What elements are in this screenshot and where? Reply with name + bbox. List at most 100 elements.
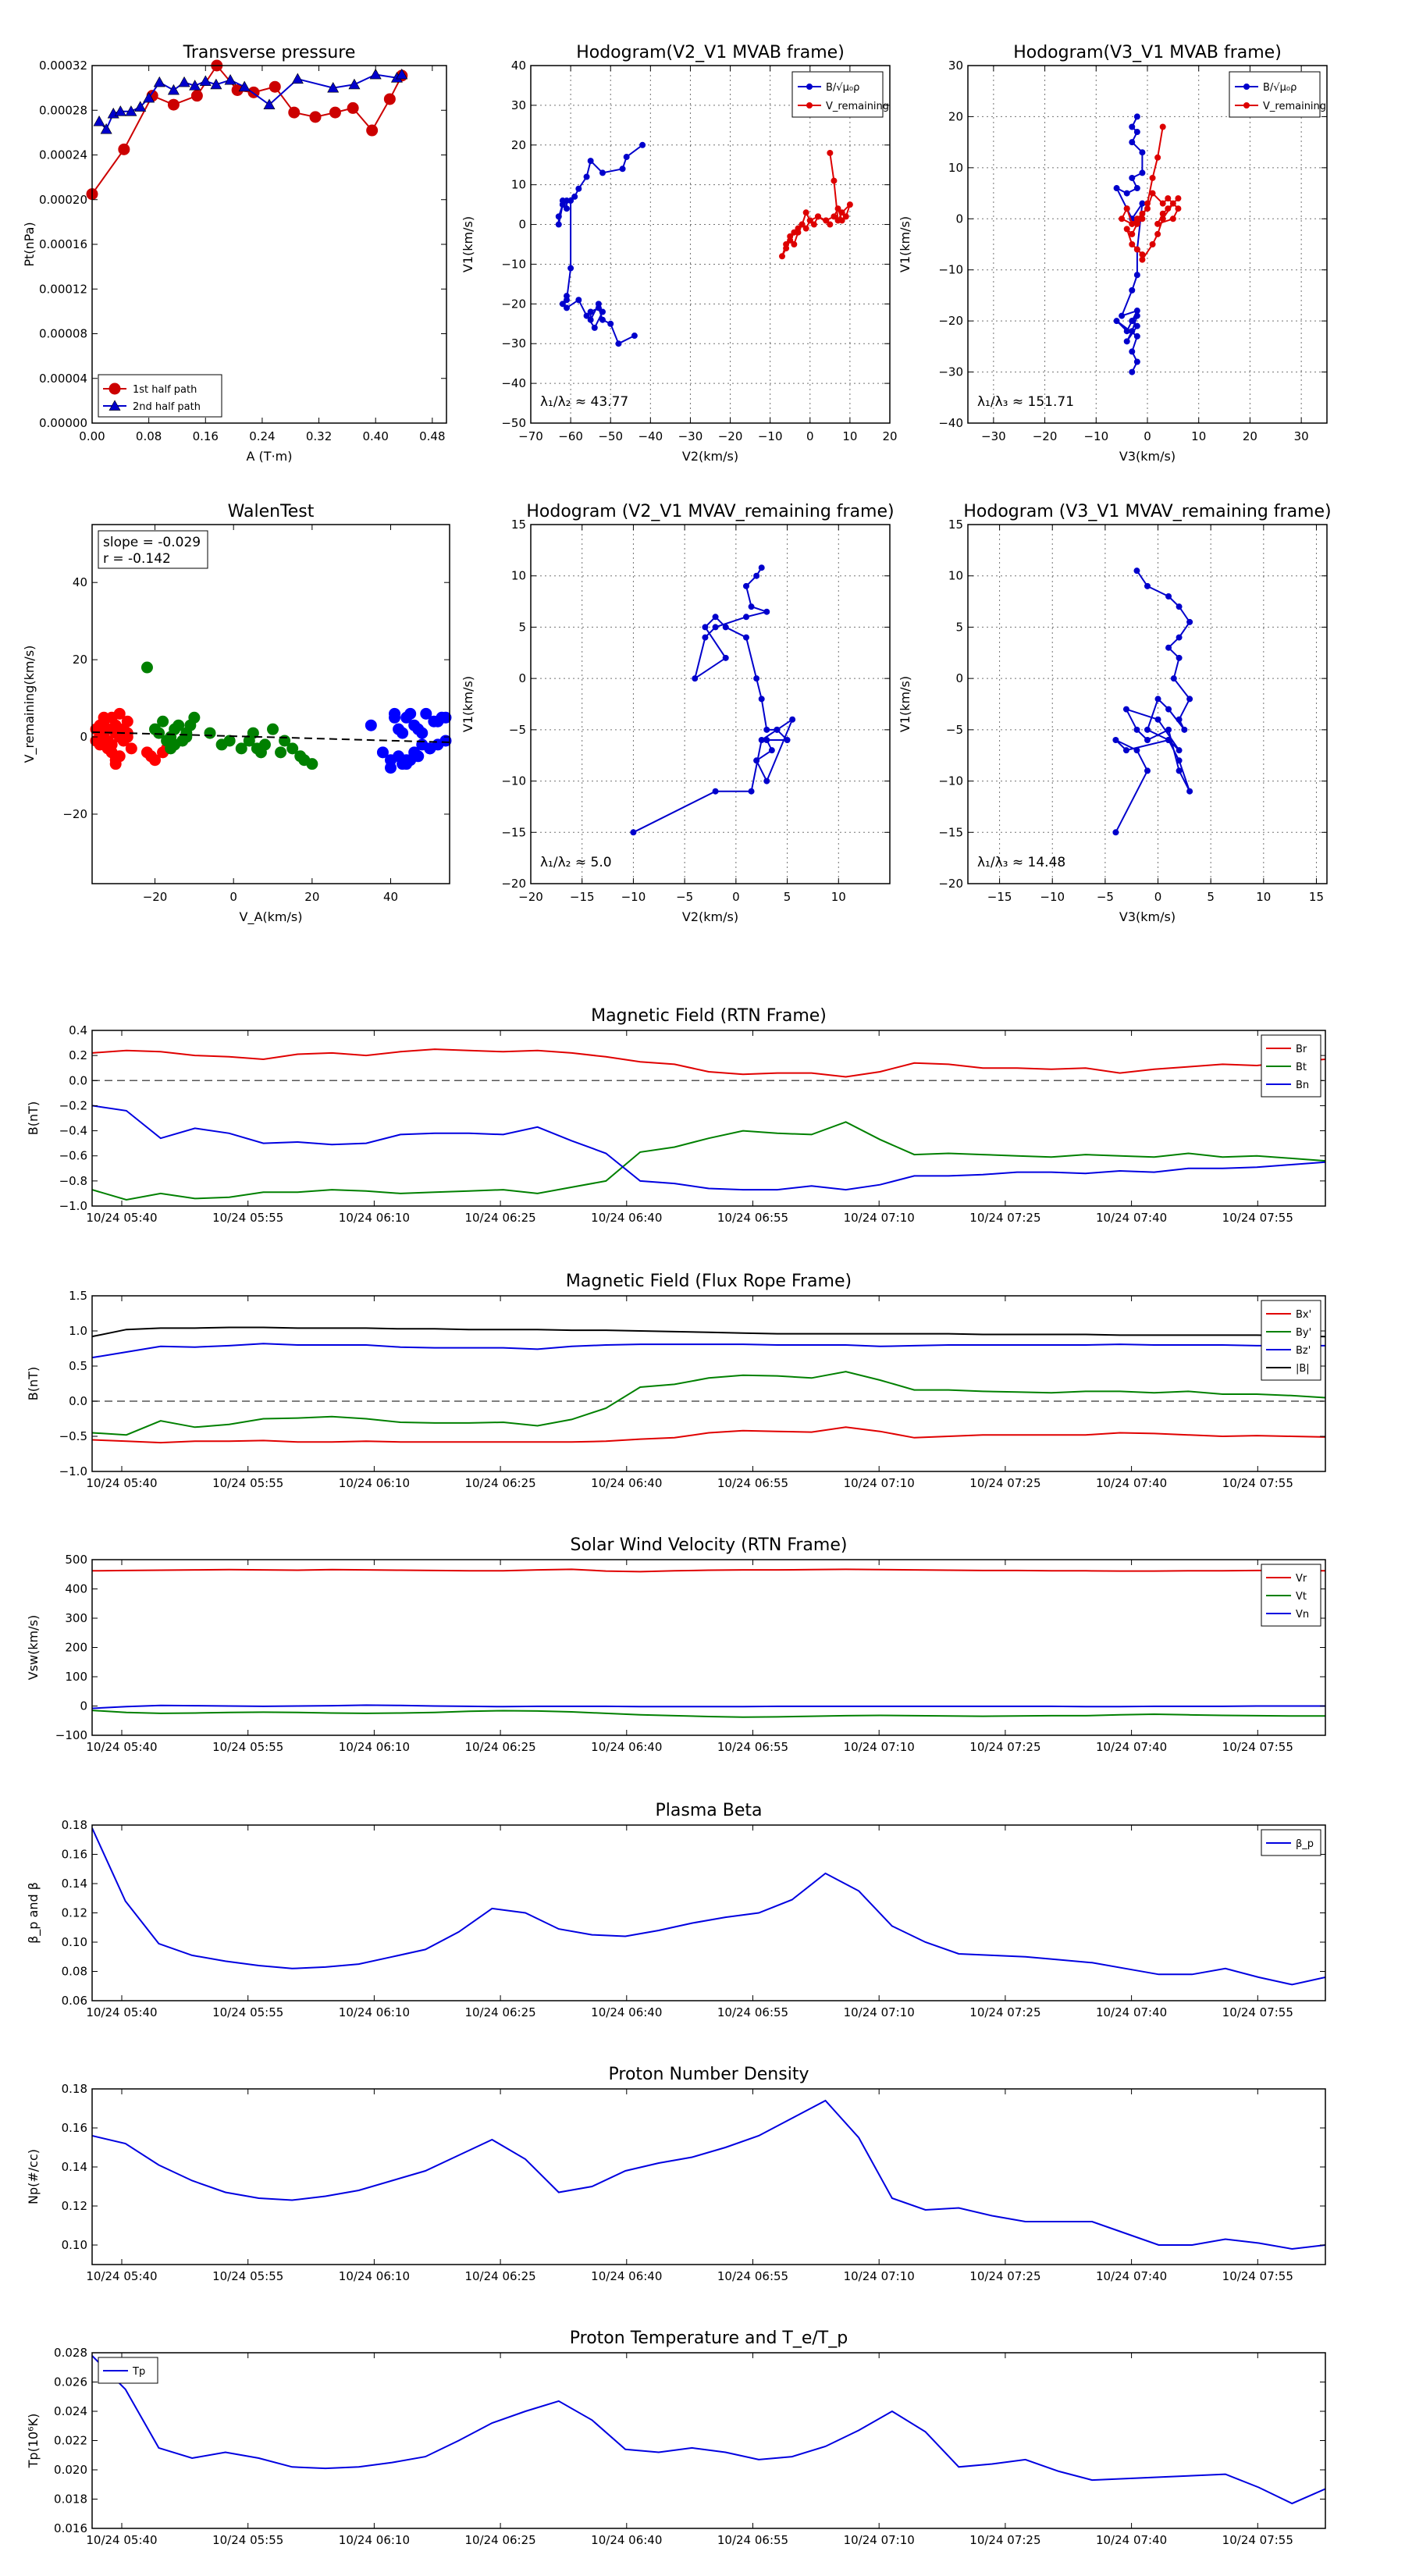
x-axis-label: V_A(km/s) bbox=[240, 909, 303, 925]
x-tick-label: 40 bbox=[383, 890, 398, 904]
hodogram-point bbox=[1176, 767, 1183, 774]
legend-marker bbox=[806, 102, 813, 109]
x-tick-label: 10 bbox=[842, 429, 857, 443]
hodogram-point bbox=[1133, 322, 1140, 329]
walen-point bbox=[121, 731, 133, 743]
walen-point bbox=[90, 735, 102, 747]
hodogram-point bbox=[599, 308, 606, 315]
chart-h3: −20 −15 −10 −5 0 5 10 −20 −15 −10 −5 0 5 10 15Hodogram… bbox=[461, 502, 895, 924]
hodogram-point bbox=[758, 564, 765, 571]
y-tick-label: 15 bbox=[948, 518, 963, 532]
hodogram-point bbox=[1129, 368, 1136, 375]
walen-point bbox=[101, 742, 114, 755]
x-tick-label: 10/24 07:10 bbox=[844, 1211, 915, 1225]
walen-point bbox=[397, 727, 409, 739]
y-tick-label: 0.14 bbox=[62, 1877, 87, 1891]
x-tick-label: 10/24 06:25 bbox=[464, 1476, 535, 1490]
walen-point bbox=[204, 727, 216, 739]
axes-frame bbox=[91, 1295, 1326, 1472]
x-tick-label: 10/24 06:10 bbox=[339, 1740, 410, 1754]
y-tick-label: −5 bbox=[946, 723, 963, 737]
pressure-point bbox=[263, 98, 276, 109]
hodogram-point bbox=[567, 197, 574, 205]
legend-label: Vn bbox=[1296, 1609, 1309, 1621]
legend-marker bbox=[806, 84, 813, 90]
y-tick-label: −0.4 bbox=[59, 1124, 87, 1138]
x-axis-label: A (T·m) bbox=[247, 449, 293, 464]
series-line-tp bbox=[92, 2355, 1325, 2505]
hodogram-point bbox=[1122, 747, 1129, 754]
y-tick-label: 0.022 bbox=[54, 2434, 87, 2448]
hodogram-point bbox=[753, 572, 760, 579]
x-tick-label: 10/24 06:25 bbox=[464, 1211, 535, 1225]
walen-point bbox=[412, 723, 425, 735]
y-tick-label: −20 bbox=[62, 807, 87, 821]
chart-vel: −100 0 100 200 300 400 500 10/24 05:40 10/24 05:… bbox=[26, 1535, 1326, 1754]
hodogram-point bbox=[722, 654, 729, 661]
x-tick-label: 10/24 07:55 bbox=[1222, 1476, 1293, 1490]
walen-point bbox=[121, 715, 133, 728]
hodogram-point bbox=[623, 154, 630, 161]
legend: β_p bbox=[1261, 1829, 1321, 1856]
walen-point bbox=[173, 719, 185, 731]
y-tick-label: −20 bbox=[501, 297, 526, 311]
y-tick-label: 0.00020 bbox=[39, 193, 87, 207]
x-tick-label: 10/24 05:55 bbox=[212, 1476, 283, 1490]
legend-label: Bz' bbox=[1296, 1345, 1311, 1357]
hodogram-point bbox=[1144, 205, 1151, 212]
y-tick-label: 15 bbox=[511, 518, 526, 532]
chart-title: Hodogram (V3_V1 MVAV_remaining frame) bbox=[963, 502, 1331, 521]
x-tick-label: 0 bbox=[229, 890, 237, 904]
hodogram-point bbox=[743, 614, 749, 621]
hodogram-point bbox=[838, 217, 845, 224]
legend: B/√μ₀ρ V_remaining bbox=[1229, 71, 1326, 118]
axes-frame bbox=[91, 1559, 1326, 1736]
chart-title: Transverse pressure bbox=[183, 43, 356, 62]
x-tick-label: 10/24 05:40 bbox=[86, 2269, 157, 2283]
x-tick-label: −60 bbox=[558, 429, 583, 443]
hodogram-point bbox=[1139, 215, 1146, 222]
hodogram-point bbox=[1129, 230, 1136, 237]
pressure-point bbox=[269, 80, 281, 93]
x-tick-label: 0.32 bbox=[306, 429, 332, 443]
hodogram-point bbox=[823, 217, 830, 224]
y-tick-label: −10 bbox=[501, 257, 526, 271]
x-axis-label: V3(km/s) bbox=[1119, 909, 1176, 924]
pressure-point bbox=[309, 111, 322, 123]
x-tick-label: 10/24 05:40 bbox=[86, 2533, 157, 2547]
hodogram-point bbox=[712, 614, 719, 621]
hodogram-point bbox=[846, 201, 853, 208]
hodogram-point bbox=[1133, 726, 1140, 733]
y-tick-label: −0.6 bbox=[59, 1149, 87, 1163]
y-tick-label: 0.12 bbox=[62, 2199, 87, 2213]
y-tick-label: −30 bbox=[501, 336, 526, 350]
legend-label: V_remaining bbox=[1263, 101, 1326, 112]
hodogram-point bbox=[599, 169, 606, 176]
y-tick-label: 0.00000 bbox=[39, 416, 87, 430]
y-tick-label: −1.0 bbox=[59, 1464, 87, 1478]
pressure-point bbox=[93, 115, 105, 126]
hodogram-point bbox=[783, 241, 790, 247]
hodogram-point bbox=[1119, 312, 1126, 319]
pressure-point bbox=[238, 80, 251, 92]
y-tick-label: 10 bbox=[948, 569, 963, 583]
hodogram-point bbox=[1154, 220, 1161, 227]
y-tick-label: 30 bbox=[511, 98, 526, 112]
hodogram-point bbox=[1176, 747, 1183, 754]
x-tick-label: 10/24 06:25 bbox=[464, 2269, 535, 2283]
pressure-point bbox=[178, 76, 190, 87]
series-line-np bbox=[92, 2099, 1325, 2250]
y-tick-label: −10 bbox=[501, 774, 526, 788]
y-axis-label: B(nT) bbox=[26, 1367, 41, 1400]
x-tick-label: 10/24 06:40 bbox=[591, 2269, 662, 2283]
series-line-b bbox=[92, 1326, 1325, 1338]
x-tick-label: 10/24 06:55 bbox=[717, 2269, 788, 2283]
walen-point bbox=[439, 735, 452, 747]
pressure-point bbox=[143, 91, 155, 103]
walen-point bbox=[113, 707, 126, 720]
hodogram-point bbox=[1123, 226, 1130, 233]
legend: Vr Vt Vn bbox=[1261, 1564, 1321, 1627]
hodogram-point bbox=[564, 205, 570, 212]
y-tick-label: 20 bbox=[73, 653, 87, 667]
